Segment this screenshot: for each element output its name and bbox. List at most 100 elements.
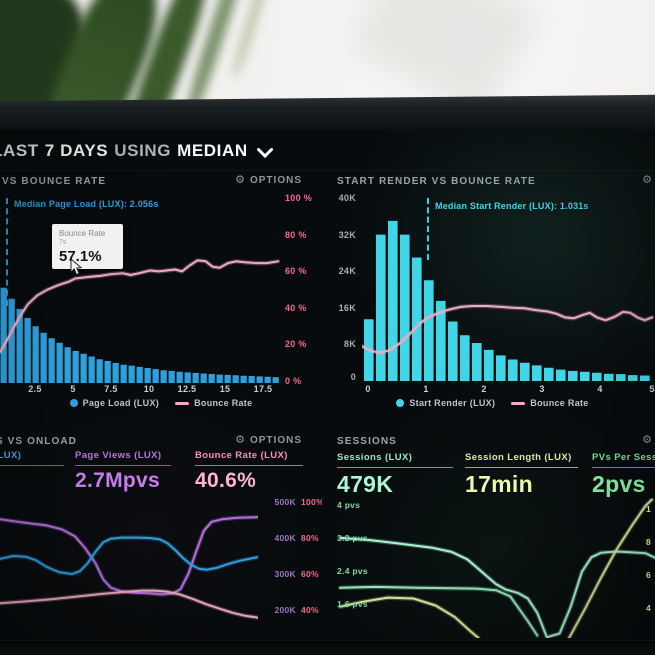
legend-item: Start Render (LUX) bbox=[396, 398, 495, 408]
dashboard-screen: LAST 7 DAYS USING MEDIAN VS BOUNCE RATE … bbox=[0, 130, 655, 655]
x-axis-label: 10 bbox=[135, 384, 163, 394]
monitor-bezel-bottom bbox=[0, 640, 655, 655]
y-axis-label: 24K bbox=[332, 266, 356, 276]
metric-page-views: Page Views (LUX) 2.7Mpvs bbox=[75, 450, 171, 493]
x-axis-label: 2 bbox=[474, 384, 494, 394]
right-axis-k-label: 500K bbox=[252, 497, 296, 507]
x-axis-label: 5 bbox=[59, 384, 87, 394]
options-button[interactable]: ⚙ OPTIONS bbox=[235, 175, 302, 187]
left-axis-label: 4 pvs bbox=[337, 500, 360, 510]
metric-underline bbox=[592, 467, 655, 468]
sessions-lines-chart[interactable] bbox=[337, 498, 655, 638]
gear-icon: ⚙ bbox=[235, 435, 246, 446]
legend: Page Load (LUX) Bounce Rate bbox=[0, 398, 322, 408]
panel-title: SESSIONS bbox=[337, 436, 397, 447]
options-label: OPTIONS bbox=[250, 435, 302, 446]
y-axis-label: 40 % bbox=[285, 303, 307, 313]
options-button[interactable]: ⚙ OPTIONS bbox=[235, 435, 302, 447]
pageviews-onload-lines-chart[interactable] bbox=[0, 496, 258, 634]
median-page-load-label: Median Page Load (LUX): 2.056s bbox=[14, 199, 159, 209]
metric-bounce-rate: Bounce Rate (LUX) 40.6% bbox=[195, 450, 303, 493]
metric-value: 2pvs bbox=[592, 471, 655, 498]
panel-pageload-vs-bouncerate: VS BOUNCE RATE ⚙ OPTIONS Median Page Loa… bbox=[0, 172, 322, 440]
panel-pageviews-vs-onload: S VS ONLOAD ⚙ OPTIONS (LUX) Page Views (… bbox=[0, 432, 322, 655]
mouse-cursor-icon bbox=[70, 258, 83, 276]
left-axis-label: 3.2 pvs bbox=[337, 533, 368, 543]
right-axis-pct-label: 80% bbox=[301, 533, 319, 543]
legend-label: Start Render (LUX) bbox=[409, 398, 495, 408]
x-axis-label: 0 bbox=[358, 384, 378, 394]
panel-sessions: SESSIONS ⚙ Sessions (LUX) 479K Session L… bbox=[330, 432, 655, 655]
legend-item: Bounce Rate bbox=[511, 398, 588, 408]
series-dot-icon bbox=[396, 399, 405, 407]
legend-label: Bounce Rate bbox=[194, 398, 252, 408]
tooltip-value: 57.1% bbox=[59, 248, 102, 265]
x-axis-label: 7.5 bbox=[97, 384, 125, 394]
left-axis-label: 2.4 pvs bbox=[337, 566, 368, 576]
series-line-icon bbox=[175, 401, 190, 405]
page-load-histogram[interactable] bbox=[0, 196, 280, 384]
header-last: LAST bbox=[0, 141, 39, 161]
gear-icon: ⚙ bbox=[642, 435, 653, 446]
x-axis-label: 3 bbox=[532, 384, 552, 394]
metric-value: 479K bbox=[337, 471, 453, 498]
y-axis-label: 0 bbox=[332, 372, 356, 382]
tooltip-x-value: 7s bbox=[59, 239, 67, 246]
header-days: 7 DAYS bbox=[45, 141, 108, 161]
series-line-icon bbox=[511, 401, 526, 405]
metric-label: Page Views (LUX) bbox=[75, 450, 171, 461]
screen-glow bbox=[0, 380, 330, 655]
metric-underline bbox=[195, 465, 303, 466]
metric-value: 40.6% bbox=[195, 469, 303, 493]
right-axis-label: 1 bbox=[646, 504, 651, 514]
y-axis-label: 80 % bbox=[285, 230, 307, 240]
metric-label: Bounce Rate (LUX) bbox=[195, 450, 303, 461]
chart-tooltip: Bounce Rate 7s 57.1% bbox=[52, 224, 123, 269]
legend: Start Render (LUX) Bounce Rate bbox=[330, 398, 655, 408]
right-axis-pct-label: 40% bbox=[301, 605, 319, 615]
legend-label: Bounce Rate bbox=[530, 398, 588, 408]
right-axis-pct-label: 100% bbox=[301, 497, 322, 507]
x-axis-label: 5 bbox=[642, 384, 655, 394]
chevron-down-icon bbox=[256, 147, 273, 158]
header-median: MEDIAN bbox=[177, 141, 248, 161]
metric-label: Sessions (LUX) bbox=[337, 452, 453, 463]
y-axis-label: 8K bbox=[332, 339, 356, 349]
panel-title: START RENDER VS BOUNCE RATE bbox=[337, 176, 536, 187]
photo-vignette bbox=[0, 130, 655, 655]
x-axis-label: 12.5 bbox=[173, 384, 201, 394]
y-axis-label: 0 % bbox=[285, 376, 301, 386]
right-axis-label: 8 bbox=[646, 537, 651, 547]
panel-title: VS BOUNCE RATE bbox=[2, 176, 106, 187]
tooltip-series: Bounce Rate bbox=[59, 229, 106, 238]
metric-underline bbox=[75, 465, 171, 466]
gear-icon: ⚙ bbox=[642, 175, 653, 186]
metric-session-length: Session Length (LUX) 17min bbox=[465, 452, 578, 498]
x-axis-label: 1 bbox=[416, 384, 436, 394]
x-axis-label: 4 bbox=[590, 384, 610, 394]
metric-onload: (LUX) bbox=[0, 450, 64, 466]
right-axis-k-label: 300K bbox=[252, 569, 296, 579]
y-axis-label: 32K bbox=[332, 230, 356, 240]
options-button[interactable]: ⚙ bbox=[642, 175, 653, 186]
metric-underline bbox=[337, 467, 453, 468]
metric-underline bbox=[0, 465, 64, 466]
monitor-bezel bbox=[0, 94, 655, 134]
right-axis-label: 4 bbox=[646, 603, 651, 613]
legend-item: Bounce Rate bbox=[175, 398, 252, 408]
left-axis-label: 1.6 pvs bbox=[337, 599, 368, 609]
options-button[interactable]: ⚙ bbox=[642, 435, 653, 446]
divider bbox=[0, 170, 655, 171]
median-page-load-line bbox=[6, 198, 8, 306]
start-render-histogram[interactable] bbox=[362, 196, 654, 383]
metric-pvs-per-session: PVs Per Session 2pvs bbox=[592, 452, 655, 498]
metric-underline bbox=[465, 467, 578, 468]
metric-label: Session Length (LUX) bbox=[465, 452, 578, 463]
options-label: OPTIONS bbox=[250, 175, 302, 186]
median-start-render-line bbox=[427, 198, 429, 260]
x-axis-label: 15 bbox=[211, 384, 239, 394]
timeframe-dropdown[interactable]: LAST 7 DAYS USING MEDIAN bbox=[0, 141, 273, 161]
plant-leaf bbox=[229, 0, 281, 79]
y-axis-label: 20 % bbox=[285, 339, 307, 349]
